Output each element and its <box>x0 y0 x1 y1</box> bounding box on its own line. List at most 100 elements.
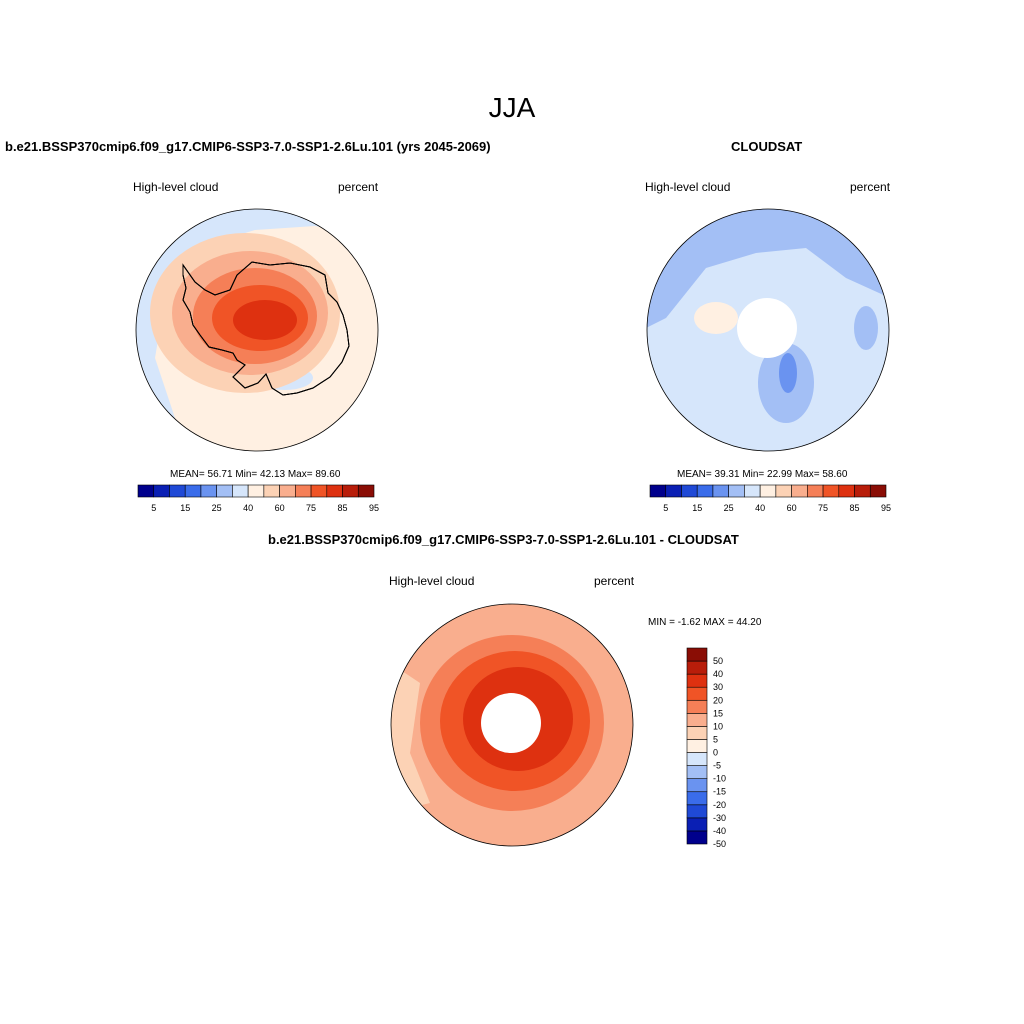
colorbar-box <box>686 739 708 753</box>
panel-2-colorbar: 5 15 25 40 60 75 85 95 <box>649 484 891 513</box>
panel-1-polar-map <box>135 208 379 452</box>
panel-1-units-label: percent <box>338 180 379 194</box>
colorbar-box <box>137 484 155 498</box>
panel-3-title: b.e21.BSSP370cmip6.f09_g17.CMIP6-SSP3-7.… <box>268 532 739 547</box>
colorbar-box <box>854 484 871 498</box>
colorbar-box <box>686 726 708 740</box>
colorbar-box <box>686 647 708 662</box>
colorbar-box <box>279 484 296 498</box>
colorbar-tick-label: 40 <box>755 503 765 513</box>
colorbar-tick-label: -50 <box>713 839 726 849</box>
colorbar-tick-label: 40 <box>713 669 723 679</box>
colorbar-tick-label: 60 <box>275 503 285 513</box>
colorbar-box <box>153 484 170 498</box>
colorbar-tick-label: 25 <box>724 503 734 513</box>
colorbar-box <box>665 484 682 498</box>
panel-3-variable-label: High-level cloud <box>389 574 475 588</box>
colorbar-box <box>247 484 265 498</box>
colorbar-box <box>838 484 855 498</box>
colorbar-tick-label: 95 <box>369 503 379 513</box>
field-level-85 <box>233 300 297 340</box>
colorbar-tick-label: 60 <box>787 503 797 513</box>
colorbar-tick-label: -30 <box>713 813 726 823</box>
colorbar-box <box>686 791 708 806</box>
panel-2-variable-label: High-level cloud <box>645 180 731 194</box>
colorbar-box <box>686 752 708 766</box>
colorbar-tick-label: 75 <box>306 503 316 513</box>
colorbar-tick-label: -40 <box>713 826 726 836</box>
map-boundary <box>646 208 890 452</box>
colorbar-box <box>686 804 708 819</box>
colorbar-box <box>342 484 359 498</box>
panel-1-title: b.e21.BSSP370cmip6.f09_g17.CMIP6-SSP3-7.… <box>5 139 491 154</box>
colorbar-box <box>169 484 186 498</box>
panel-2-stats: MEAN= 39.31 Min= 22.99 Max= 58.60 <box>677 469 848 480</box>
figure-title: JJA <box>488 92 536 123</box>
colorbar-box <box>712 484 729 498</box>
colorbar-tick-label: 50 <box>713 656 723 666</box>
panel-3-polar-map <box>182 261 634 847</box>
colorbar-tick-label: 5 <box>151 503 156 513</box>
panel-2-title: CLOUDSAT <box>731 139 803 154</box>
colorbar-tick-label: 5 <box>713 734 718 744</box>
colorbar-box <box>686 660 708 675</box>
colorbar-box <box>728 484 745 498</box>
colorbar-box <box>310 484 328 498</box>
colorbar-box <box>686 673 708 688</box>
colorbar-box <box>822 484 840 498</box>
colorbar-box <box>744 484 761 498</box>
colorbar-box <box>686 686 708 701</box>
colorbar-box <box>869 484 887 498</box>
colorbar-tick-label: 30 <box>713 682 723 692</box>
panel-3-units-label: percent <box>594 574 635 588</box>
panel-1-colorbar: 5 15 25 40 60 75 85 95 <box>137 484 379 513</box>
map-boundary <box>390 603 634 847</box>
colorbar-box <box>357 484 375 498</box>
colorbar-box <box>686 830 708 845</box>
colorbar-tick-label: 40 <box>243 503 253 513</box>
panel-3-stats: MIN = -1.62 MAX = 44.20 <box>648 617 762 628</box>
colorbar-box <box>807 484 824 498</box>
field-level-30 <box>854 306 878 350</box>
colorbar-box <box>696 484 714 498</box>
colorbar-box <box>686 699 708 714</box>
panel-2-polar-map <box>182 208 890 452</box>
colorbar-tick-label: -5 <box>713 761 721 771</box>
colorbar-box <box>295 484 312 498</box>
colorbar-tick-label: 85 <box>850 503 860 513</box>
colorbar-box <box>686 765 708 779</box>
colorbar-box <box>759 484 777 498</box>
colorbar-tick-label: -10 <box>713 774 726 784</box>
missing-data-cap <box>737 298 797 358</box>
colorbar-box <box>200 484 217 498</box>
colorbar-tick-label: 15 <box>713 708 723 718</box>
panel-1-variable-label: High-level cloud <box>133 180 219 194</box>
colorbar-box <box>232 484 249 498</box>
colorbar-box <box>326 484 343 498</box>
colorbar-tick-label: 15 <box>180 503 190 513</box>
colorbar-tick-label: 10 <box>713 721 723 731</box>
colorbar-box <box>184 484 202 498</box>
colorbar-tick-label: -15 <box>713 787 726 797</box>
map-boundary <box>135 208 379 452</box>
colorbar-tick-label: 0 <box>713 748 718 758</box>
antarctica-coastline <box>182 261 350 396</box>
colorbar-tick-label: 75 <box>818 503 828 513</box>
colorbar-box <box>216 484 233 498</box>
panel-2-units-label: percent <box>850 180 891 194</box>
field-level-30 <box>647 209 889 328</box>
colorbar-box <box>686 778 708 793</box>
colorbar-tick-label: -20 <box>713 800 726 810</box>
colorbar-box <box>686 817 708 832</box>
colorbar-box <box>681 484 698 498</box>
field-level-25 <box>779 353 797 393</box>
colorbar-tick-label: 15 <box>692 503 702 513</box>
colorbar-box <box>686 713 708 727</box>
colorbar-tick-label: 20 <box>713 695 723 705</box>
panel-1-stats: MEAN= 56.71 Min= 42.13 Max= 89.60 <box>170 469 341 480</box>
colorbar-box <box>263 484 280 498</box>
colorbar-box <box>791 484 808 498</box>
colorbar-tick-label: 85 <box>338 503 348 513</box>
colorbar-box <box>775 484 792 498</box>
